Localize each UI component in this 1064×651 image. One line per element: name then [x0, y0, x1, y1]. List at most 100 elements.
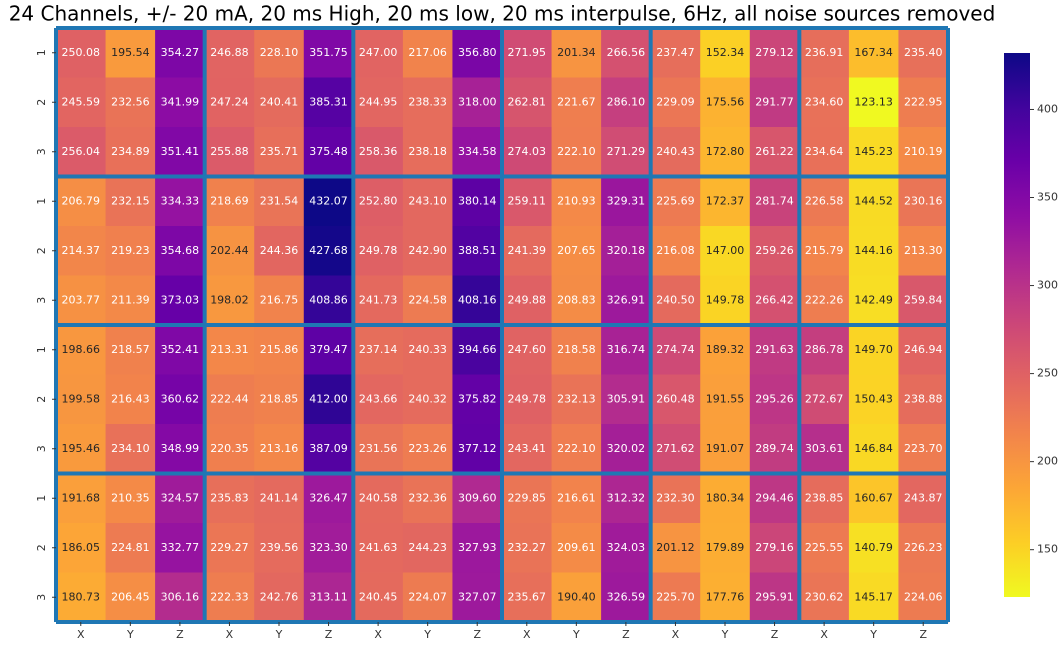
heatmap-cell	[848, 127, 899, 177]
heatmap-cell	[155, 275, 206, 326]
cell-label: 256.04	[62, 145, 101, 158]
heatmap-cell	[204, 275, 255, 326]
cell-label: 224.81	[111, 541, 150, 554]
heatmap-cell	[601, 176, 652, 227]
heatmap-cell	[601, 325, 652, 375]
cell-label: 238.18	[408, 145, 447, 158]
heatmap-cell	[452, 572, 503, 623]
heatmap-cell	[502, 77, 553, 128]
cell-label: 318.00	[458, 95, 497, 108]
heatmap-cell	[402, 127, 453, 177]
y-tick-label: 3	[35, 594, 48, 601]
cell-label: 226.58	[805, 194, 844, 207]
heatmap-cell	[601, 77, 652, 128]
x-tick-label: Z	[473, 628, 481, 641]
heatmap-cell	[749, 275, 800, 326]
x-tick-label: X	[226, 628, 234, 641]
heatmap-cell	[402, 28, 453, 78]
cell-label: 213.31	[210, 343, 249, 356]
heatmap-cell	[650, 424, 701, 474]
heatmap-cell	[56, 77, 107, 128]
heatmap-cell	[56, 275, 107, 326]
cell-label: 234.10	[111, 442, 150, 455]
cell-label: 348.99	[161, 442, 200, 455]
cell-label: 324.03	[607, 541, 646, 554]
heatmap-cell	[799, 572, 850, 623]
heatmap-cell	[551, 127, 602, 177]
cell-label: 229.09	[656, 95, 695, 108]
cell-label: 266.56	[607, 46, 646, 59]
cell-label: 190.40	[557, 590, 596, 603]
heatmap-cell	[452, 77, 503, 128]
heatmap-cell	[551, 226, 602, 276]
heatmap-cell	[204, 523, 255, 573]
x-tick-label: Z	[176, 628, 184, 641]
cell-label: 260.48	[656, 392, 695, 405]
cell-label: 334.58	[458, 145, 497, 158]
cell-label: 202.44	[210, 244, 249, 257]
cell-label: 238.33	[408, 95, 447, 108]
cell-label: 222.10	[557, 145, 596, 158]
heatmap-cell	[700, 473, 751, 524]
cell-label: 232.13	[557, 392, 596, 405]
heatmap-cell	[700, 523, 751, 573]
cell-label: 216.61	[557, 491, 596, 504]
heatmap-cell	[353, 374, 404, 425]
heatmap-cell	[155, 325, 206, 375]
heatmap-cell	[155, 226, 206, 276]
cell-label: 295.26	[755, 392, 794, 405]
heatmap-cell	[155, 374, 206, 425]
heatmap-cell	[402, 77, 453, 128]
cell-label: 244.36	[260, 244, 299, 257]
cell-label: 259.11	[508, 194, 547, 207]
cell-label: 218.57	[111, 343, 150, 356]
cell-label: 252.80	[359, 194, 398, 207]
cell-label: 222.95	[904, 95, 943, 108]
cell-label: 222.10	[557, 442, 596, 455]
heatmap-cell	[353, 275, 404, 326]
cell-label: 261.22	[755, 145, 794, 158]
y-tick-label: 2	[35, 99, 48, 106]
cell-label: 327.93	[458, 541, 497, 554]
cell-label: 189.32	[706, 343, 745, 356]
cell-label: 203.77	[62, 293, 101, 306]
cell-label: 228.10	[260, 46, 299, 59]
cell-label: 147.00	[706, 244, 745, 257]
cell-label: 262.81	[508, 95, 547, 108]
heatmap-cell	[650, 374, 701, 425]
cell-label: 142.49	[854, 293, 893, 306]
heatmap-cell	[353, 226, 404, 276]
cell-label: 240.32	[408, 392, 447, 405]
cell-label: 255.88	[210, 145, 249, 158]
cell-label: 291.63	[755, 343, 794, 356]
cell-label: 144.52	[854, 194, 893, 207]
cell-label: 236.91	[805, 46, 844, 59]
cell-label: 271.95	[508, 46, 547, 59]
cell-label: 220.35	[210, 442, 249, 455]
cell-label: 240.33	[408, 343, 447, 356]
heatmap-cell	[254, 77, 305, 128]
heatmap-cell	[502, 127, 553, 177]
heatmap-cell	[898, 424, 949, 474]
cell-label: 199.58	[62, 392, 101, 405]
chart-title: 24 Channels, +/- 20 mA, 20 ms High, 20 m…	[9, 2, 996, 26]
heatmap-cell	[601, 473, 652, 524]
cell-label: 375.82	[458, 392, 497, 405]
cell-label: 235.67	[508, 590, 547, 603]
heatmap-cell	[254, 572, 305, 623]
heatmap-cell	[551, 176, 602, 227]
heatmap-cell	[155, 424, 206, 474]
cell-label: 326.91	[607, 293, 646, 306]
cell-label: 234.60	[805, 95, 844, 108]
cell-label: 329.31	[607, 194, 646, 207]
heatmap-cell	[898, 473, 949, 524]
colorbar-tick-label: 200	[1037, 455, 1058, 468]
heatmap-cell	[551, 28, 602, 78]
cell-label: 249.78	[508, 392, 547, 405]
cell-label: 427.68	[309, 244, 348, 257]
heatmap-cell	[353, 77, 404, 128]
cell-label: 247.24	[210, 95, 249, 108]
cell-label: 198.02	[210, 293, 249, 306]
cell-label: 312.32	[607, 491, 646, 504]
cell-label: 258.36	[359, 145, 398, 158]
